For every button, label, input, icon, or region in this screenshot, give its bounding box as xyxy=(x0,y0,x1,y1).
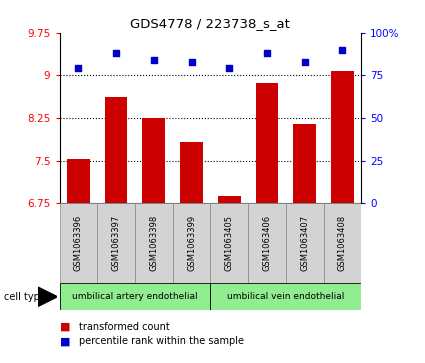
Bar xyxy=(256,83,278,203)
Polygon shape xyxy=(38,287,57,306)
FancyBboxPatch shape xyxy=(173,203,210,283)
Point xyxy=(339,47,346,53)
Point xyxy=(188,59,195,65)
Text: GSM1063405: GSM1063405 xyxy=(225,215,234,271)
Text: GSM1063406: GSM1063406 xyxy=(263,215,272,271)
FancyBboxPatch shape xyxy=(97,203,135,283)
Point xyxy=(75,66,82,72)
Text: GSM1063397: GSM1063397 xyxy=(112,215,121,271)
Text: umbilical vein endothelial: umbilical vein endothelial xyxy=(227,292,345,301)
FancyBboxPatch shape xyxy=(210,203,248,283)
Text: GSM1063399: GSM1063399 xyxy=(187,215,196,271)
Text: GSM1063407: GSM1063407 xyxy=(300,215,309,271)
Bar xyxy=(105,97,128,203)
FancyBboxPatch shape xyxy=(135,203,173,283)
Text: ■: ■ xyxy=(60,336,70,346)
Text: cell type: cell type xyxy=(4,292,46,302)
Bar xyxy=(67,159,90,203)
Text: umbilical artery endothelial: umbilical artery endothelial xyxy=(72,292,198,301)
Point xyxy=(150,57,157,63)
Text: percentile rank within the sample: percentile rank within the sample xyxy=(79,336,244,346)
Point xyxy=(301,59,308,65)
FancyBboxPatch shape xyxy=(60,203,97,283)
Point xyxy=(113,50,119,56)
Text: transformed count: transformed count xyxy=(79,322,170,332)
Text: ■: ■ xyxy=(60,322,70,332)
Bar xyxy=(180,142,203,203)
Text: GSM1063396: GSM1063396 xyxy=(74,215,83,271)
Bar xyxy=(331,72,354,203)
FancyBboxPatch shape xyxy=(60,283,210,310)
FancyBboxPatch shape xyxy=(210,283,361,310)
Bar xyxy=(218,196,241,203)
Point xyxy=(226,66,232,72)
Bar xyxy=(142,118,165,203)
Text: GSM1063398: GSM1063398 xyxy=(149,215,158,271)
FancyBboxPatch shape xyxy=(323,203,361,283)
Title: GDS4778 / 223738_s_at: GDS4778 / 223738_s_at xyxy=(130,17,290,30)
Point xyxy=(264,50,270,56)
Text: GSM1063408: GSM1063408 xyxy=(338,215,347,271)
Bar xyxy=(293,124,316,203)
FancyBboxPatch shape xyxy=(286,203,323,283)
FancyBboxPatch shape xyxy=(248,203,286,283)
